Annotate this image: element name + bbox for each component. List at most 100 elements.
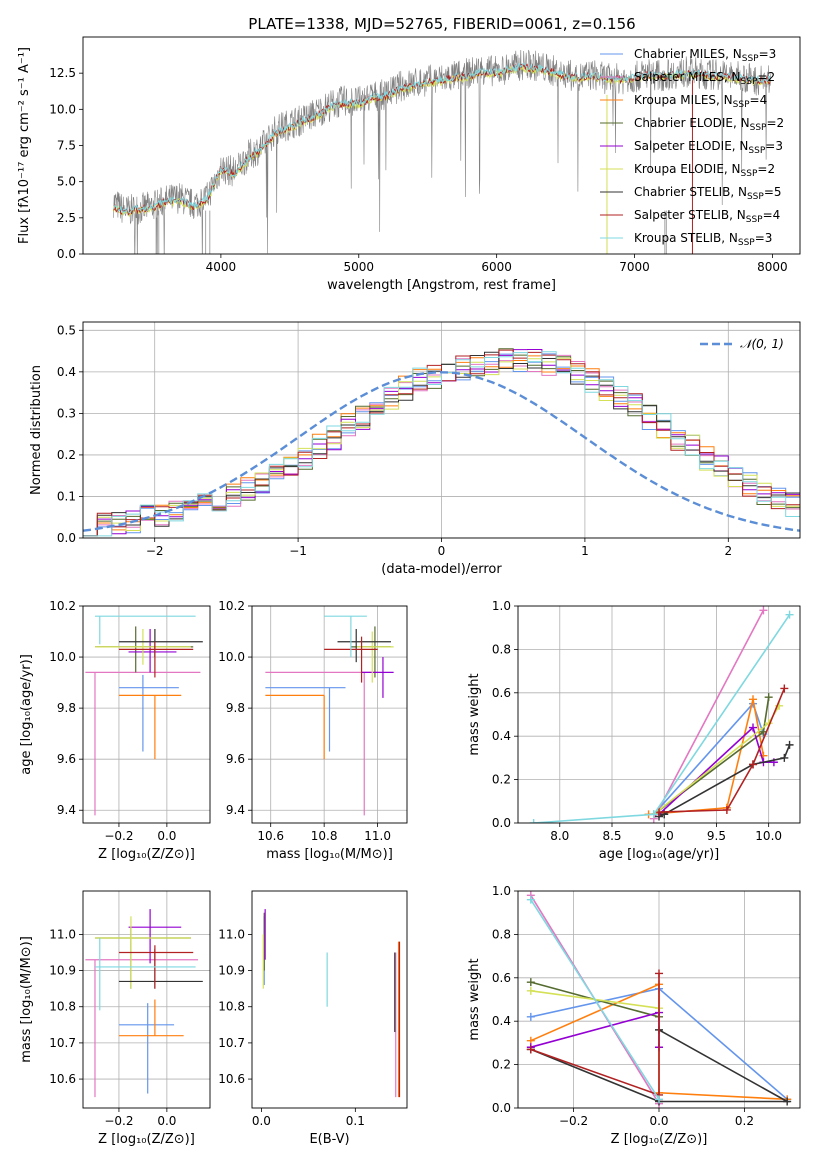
plot-area-spectrum (112, 49, 772, 254)
panel-mass_vs_ebv: 0.0 0.1 10.6 10.7 10.8 10.9 11.0 E(B-V) (218, 890, 408, 1147)
legend-count: =4 (750, 93, 768, 107)
legend-count: =2 (757, 70, 775, 84)
legend-subscript: SSP (733, 100, 750, 110)
y-tick-label: 0.8 (492, 642, 511, 656)
plot-area-age_vs_mass (252, 606, 407, 823)
weight-marker (783, 1097, 792, 1106)
plot-area-age_vs_Z (83, 606, 210, 823)
legend-name: Kroupa MILES, N (634, 93, 733, 107)
weight-marker (529, 819, 538, 823)
legend-entry: Chabrier ELODIE, NSSP=2 (634, 116, 784, 133)
x-tick-label: 6000 (481, 260, 512, 274)
x-tick-label: 0.0 (252, 1114, 271, 1128)
plot-area-weight_vs_Z (518, 891, 800, 1108)
x-tick-label: −2 (146, 544, 164, 558)
y-tick-label: 10.7 (49, 1036, 76, 1050)
y-axis-label: Normed distribution (29, 365, 44, 495)
axes-frame (517, 605, 801, 824)
legend-subscript: SSP (741, 169, 758, 179)
axes-frame (82, 890, 211, 1109)
y-tick-label: 10.6 (218, 1072, 245, 1086)
x-axis-label: Z [log₁₀(Z/Z⊙)] (611, 1132, 708, 1147)
y-tick-label: 0.0 (57, 247, 76, 261)
x-tick-label: 7000 (619, 260, 650, 274)
legend-subscript: SSP (742, 54, 759, 64)
weight-marker (722, 805, 731, 814)
weight-marker (749, 695, 757, 704)
x-tick-label: 0.1 (346, 1114, 365, 1128)
y-tick-label: 2.5 (57, 211, 76, 225)
x-axis-label: Z [log₁₀(Z/Z⊙)] (98, 1132, 195, 1147)
legend-entry: 𝒩(0, 1) (740, 337, 784, 351)
x-tick-label: 8.5 (602, 829, 621, 843)
x-axis-label: age [log₁₀(age/yr)] (599, 847, 720, 862)
legend-entry: Chabrier MILES, NSSP=3 (634, 47, 776, 64)
figure-title: PLATE=1338, MJD=52765, FIBERID=0061, z=0… (248, 15, 635, 33)
y-tick-label: 0.5 (57, 323, 76, 337)
x-tick-label: 5000 (343, 260, 374, 274)
plot-area-mass_vs_ebv (262, 909, 401, 1098)
legend-subscript: SSP (738, 238, 755, 248)
y-tick-label: 9.6 (226, 752, 245, 766)
x-tick-label: 9.5 (707, 829, 726, 843)
weight-marker (526, 986, 535, 995)
y-tick-label: 5.0 (57, 175, 76, 189)
legend-count: =4 (763, 208, 781, 222)
y-tick-label: 10.0 (49, 102, 76, 116)
y-axis-label: mass weight (467, 673, 482, 755)
y-tick-label: 9.8 (57, 701, 76, 715)
axes-frame (517, 890, 801, 1109)
weight-marker (526, 1012, 535, 1021)
legend-subscript: SSP (748, 146, 765, 156)
axes-frame (251, 605, 408, 824)
x-axis-label: (data-model)/error (381, 562, 502, 577)
weight-marker (759, 606, 768, 615)
y-tick-label: 0.4 (492, 1014, 511, 1028)
legend-name: Chabrier STELIB, N (634, 185, 747, 199)
weight-marker (526, 895, 535, 904)
y-tick-label: 10.2 (218, 599, 245, 613)
y-tick-label: 10.2 (49, 599, 76, 613)
axes-frame (82, 605, 211, 824)
x-tick-label: −0.2 (559, 1114, 588, 1128)
x-tick-label: 10.8 (311, 829, 338, 843)
legend-entry: Salpeter ELODIE, NSSP=3 (634, 139, 783, 156)
weight-line (658, 688, 786, 813)
legend-name: Chabrier ELODIE, N (634, 116, 750, 130)
x-tick-label: 10.6 (257, 829, 284, 843)
weight-marker (526, 1045, 535, 1054)
y-tick-label: 9.6 (57, 752, 76, 766)
x-tick-label: 0 (438, 544, 446, 558)
x-tick-label: −0.2 (104, 1114, 133, 1128)
legend-name: Chabrier MILES, N (634, 47, 742, 61)
weight-marker (649, 810, 658, 819)
panel-spectrum: 4000 5000 6000 7000 8000 0.0 2.5 5.0 7.5 10.0 12.5… (17, 36, 801, 293)
weight-marker (655, 969, 663, 978)
x-tick-label: −0.2 (104, 829, 133, 843)
legend-entry: Kroupa MILES, NSSP=4 (634, 93, 767, 110)
x-tick-label: 0.0 (157, 1114, 176, 1128)
y-tick-label: 10.0 (218, 650, 245, 664)
legend-name: Kroupa STELIB, N (634, 231, 738, 245)
weight-marker (785, 740, 794, 749)
y-tick-label: 9.8 (226, 701, 245, 715)
y-tick-label: 1.0 (492, 884, 511, 898)
legend-count: =2 (766, 116, 784, 130)
y-tick-label: 9.4 (226, 803, 245, 817)
x-tick-label: 10.0 (755, 829, 782, 843)
weight-marker (785, 610, 794, 619)
y-tick-label: 0.0 (492, 816, 511, 830)
x-axis-label: Z [log₁₀(Z/Z⊙)] (98, 847, 195, 862)
weight-line (658, 726, 774, 815)
y-axis-label: mass [log₁₀(M/M⊙)] (19, 936, 34, 1063)
y-tick-label: 0.8 (492, 927, 511, 941)
weight-marker (780, 753, 789, 762)
y-tick-label: 10.6 (49, 1072, 76, 1086)
axes-frame (82, 36, 801, 255)
weight-line (653, 609, 765, 820)
legend-subscript: SSP (741, 77, 758, 87)
weight-marker (749, 723, 757, 732)
y-tick-label: 0.2 (492, 773, 511, 787)
